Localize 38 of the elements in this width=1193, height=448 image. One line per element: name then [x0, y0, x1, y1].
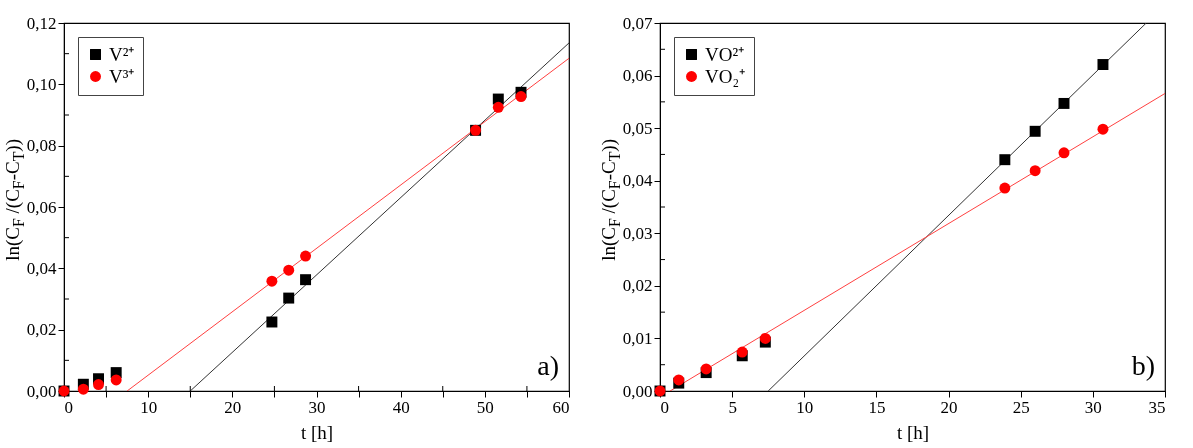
annotation: b)	[1131, 350, 1155, 381]
y-tick-label: 0,00	[26, 381, 57, 401]
legend-label: VO²⁺	[705, 43, 745, 65]
x-tick-label: 50	[476, 397, 494, 417]
x-tick-label: 20	[940, 397, 958, 417]
x-tick-label: 10	[796, 397, 814, 417]
y-tick-label: 0,06	[622, 66, 653, 86]
x-tick-label: 60	[552, 397, 570, 417]
x-tick-label: 30	[1084, 397, 1102, 417]
x-tick-label: 25	[1012, 397, 1030, 417]
y-tick-label: 0,04	[26, 258, 57, 278]
x-tick-label: 10	[140, 397, 158, 417]
legend-label: V²⁺	[109, 43, 135, 65]
x-tick-label: 40	[392, 397, 410, 417]
x-tick-label: 5	[728, 397, 737, 417]
legend-label: V³⁺	[109, 65, 135, 87]
y-tick-label: 0,02	[26, 320, 57, 340]
y-tick-label: 0,06	[26, 197, 57, 217]
legend-label: VO₂⁺	[705, 65, 746, 87]
x-tick-label: 20	[224, 397, 242, 417]
x-tick-label: 0	[64, 397, 73, 417]
y-tick-label: 0,12	[26, 13, 57, 33]
y-tick-label: 0,01	[622, 328, 653, 348]
y-tick-label: 0,03	[622, 223, 653, 243]
x-tick-label: 0	[660, 397, 669, 417]
y-tick-label: 0,05	[622, 118, 653, 138]
y-tick-label: 0,08	[26, 136, 57, 156]
x-tick-label: 35	[1148, 397, 1166, 417]
y-tick-label: 0,07	[622, 13, 653, 33]
x-axis-title: t [h]	[896, 421, 930, 443]
y-tick-label: 0,10	[26, 74, 57, 94]
x-axis-title: t [h]	[300, 421, 334, 443]
x-tick-label: 15	[868, 397, 886, 417]
y-tick-label: 0,00	[622, 381, 653, 401]
y-tick-label: 0,02	[622, 276, 653, 296]
x-tick-label: 30	[308, 397, 326, 417]
annotation: a)	[537, 350, 559, 381]
y-tick-label: 0,04	[622, 171, 653, 191]
